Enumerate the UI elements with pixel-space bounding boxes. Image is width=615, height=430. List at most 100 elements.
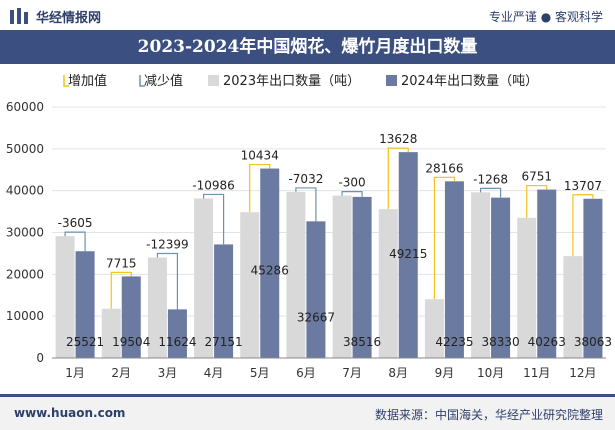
chart-title: 2023-2024年中国烟花、爆竹月度出口数量 xyxy=(0,30,615,64)
legend: 增加值 减少值 2023年出口数量（吨） 2024年出口数量（吨） xyxy=(63,73,538,89)
change-label: 13707 xyxy=(564,179,602,193)
bar-2024 xyxy=(167,309,187,358)
bar-2024-value-label: 25521 xyxy=(66,335,104,349)
x-tick-label: 10月 xyxy=(477,366,504,380)
legend-swatch xyxy=(386,75,397,86)
bar-2024 xyxy=(214,244,234,358)
x-tick-label: 11月 xyxy=(523,366,550,380)
bars xyxy=(55,152,603,358)
bar-2023 xyxy=(517,217,537,358)
bar-2023 xyxy=(55,236,75,358)
y-tick-label: 40000 xyxy=(6,184,44,198)
y-tick-label: 30000 xyxy=(6,226,44,240)
change-bracket xyxy=(572,194,594,257)
x-tick-label: 8月 xyxy=(388,366,408,380)
legend-label: 增加值 xyxy=(68,73,107,89)
bar-2024-value-label: 32667 xyxy=(297,310,335,324)
change-bracket xyxy=(341,191,363,197)
change-bracket xyxy=(249,163,271,213)
y-tick-label: 50000 xyxy=(6,142,44,156)
legend-swatch xyxy=(139,75,145,87)
bar-2024 xyxy=(352,196,372,358)
bar-2024 xyxy=(537,189,557,358)
bar-2024 xyxy=(583,198,603,358)
value-labels: -3605 25521 7715 19504 -12399 11624 -10986 2715… xyxy=(58,132,612,349)
change-bracket xyxy=(64,231,86,252)
bar-2023 xyxy=(194,198,214,358)
bar-2024 xyxy=(121,276,141,358)
bar-2023 xyxy=(424,299,444,358)
footer-url: www.huaon.com xyxy=(14,406,126,420)
change-bracket xyxy=(387,147,409,210)
bar-2023 xyxy=(471,192,491,358)
bar-2023 xyxy=(563,256,583,358)
legend-label: 2024年出口数量（吨） xyxy=(401,74,538,89)
x-tick-label: 7月 xyxy=(342,366,362,380)
bar-2024 xyxy=(398,152,418,358)
change-label: -300 xyxy=(338,176,365,190)
bar-2024 xyxy=(75,251,95,358)
bar-2023 xyxy=(332,195,352,358)
bar-2024-value-label: 49215 xyxy=(389,247,427,261)
change-bracket xyxy=(156,252,179,310)
x-tick-label: 6月 xyxy=(296,366,316,380)
y-tick-label: 60000 xyxy=(6,100,44,114)
bar-2024-value-label: 42235 xyxy=(435,335,473,349)
x-tick-label: 4月 xyxy=(204,366,224,380)
top-bar: 华经情报网 专业严谨 ● 客观科学 xyxy=(0,0,615,30)
bar-2024-value-label: 11624 xyxy=(158,335,196,349)
bar-chart: 增加值 减少值 2023年出口数量（吨） 2024年出口数量（吨） -3605 2552… xyxy=(6,73,612,380)
change-bracket xyxy=(526,184,548,218)
change-brackets xyxy=(64,147,594,310)
y-tick-label: 0 xyxy=(36,351,44,365)
bar-2024-value-label: 38516 xyxy=(343,335,381,349)
bar-2024-value-label: 45286 xyxy=(251,264,289,278)
brand-logo-icon xyxy=(10,8,28,24)
x-tick-label: 1月 xyxy=(65,366,85,380)
bar-2023 xyxy=(286,191,306,358)
change-label: 7715 xyxy=(106,256,137,270)
bar-2024 xyxy=(491,197,511,358)
bar-2023 xyxy=(240,212,260,358)
legend-label: 2023年出口数量（吨） xyxy=(223,74,360,89)
bar-2024-value-label: 38330 xyxy=(481,335,519,349)
x-tick-label: 3月 xyxy=(158,366,178,380)
x-tick-label: 9月 xyxy=(435,366,455,380)
x-tick-label: 5月 xyxy=(250,366,270,380)
legend-swatch xyxy=(63,75,69,87)
bar-2024 xyxy=(306,221,326,358)
bar-2024 xyxy=(260,168,280,358)
change-label: 28166 xyxy=(425,161,463,175)
bar-2024-value-label: 19504 xyxy=(112,335,150,349)
bar-2023 xyxy=(378,209,398,358)
bar-2024-value-label: 40263 xyxy=(528,335,566,349)
y-tick-label: 20000 xyxy=(6,267,44,281)
bar-2024-value-label: 27151 xyxy=(204,335,242,349)
change-label: -3605 xyxy=(58,216,93,230)
change-label: -10986 xyxy=(192,178,235,192)
x-tick-label: 12月 xyxy=(569,366,596,380)
bar-2023 xyxy=(147,257,167,358)
x-tick-label: 2月 xyxy=(111,366,131,380)
change-bracket xyxy=(433,176,456,300)
slogan: 专业严谨 ● 客观科学 xyxy=(488,10,603,24)
legend-swatch xyxy=(208,75,219,86)
bar-2024-value-label: 38063 xyxy=(574,335,612,349)
change-bracket xyxy=(479,187,502,198)
bar-2024 xyxy=(444,181,464,358)
change-bracket xyxy=(202,193,225,245)
legend-label: 减少值 xyxy=(144,73,183,89)
data-source: 数据来源：中国海关，华经产业研究院整理 xyxy=(374,408,603,422)
footer: www.huaon.com 数据来源：中国海关，华经产业研究院整理 xyxy=(0,394,615,430)
change-label: 10434 xyxy=(241,149,279,163)
change-label: -12399 xyxy=(146,238,189,252)
bar-2023 xyxy=(101,308,121,358)
change-label: -1268 xyxy=(473,172,508,186)
change-label: 6751 xyxy=(521,170,552,184)
change-bracket xyxy=(295,187,317,222)
change-label: 13628 xyxy=(379,132,417,146)
brand-name: 华经情报网 xyxy=(36,11,102,26)
change-label: -7032 xyxy=(288,172,323,186)
axes: 0 10000 20000 30000 40000 50000 60000 1月 2月 3月 4月 5… xyxy=(6,100,606,380)
change-bracket xyxy=(110,271,132,309)
